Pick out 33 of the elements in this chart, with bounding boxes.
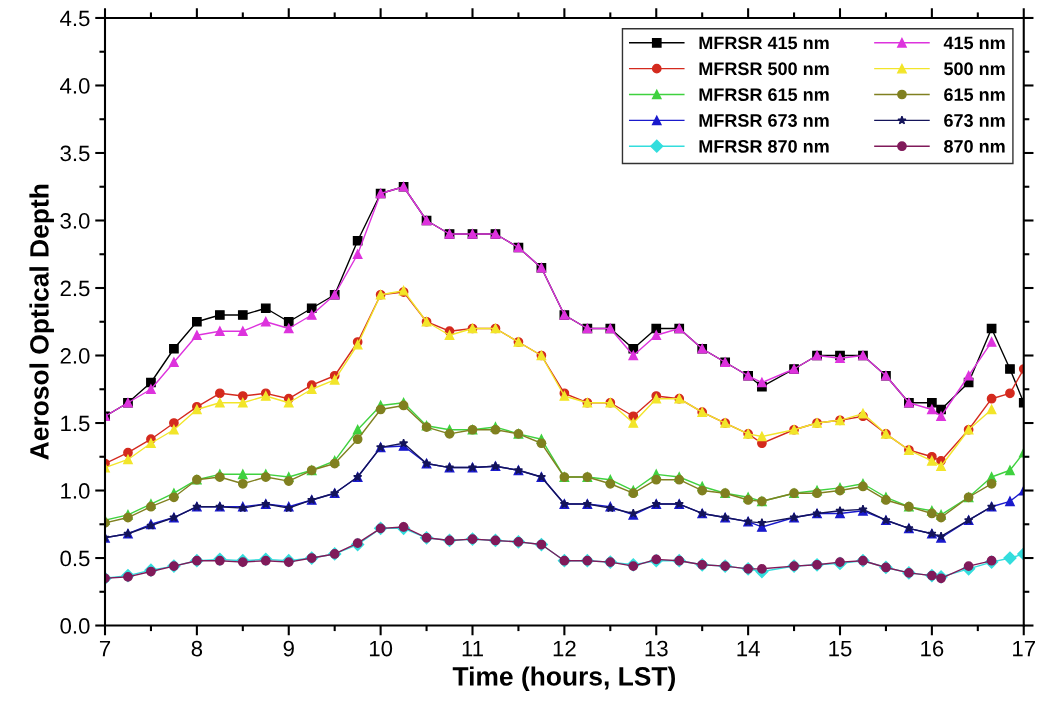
x-tick-label: 12 — [553, 640, 576, 657]
y-tick-label: 3.5 — [60, 145, 90, 162]
y-tick-label: 2.0 — [60, 348, 90, 364]
legend-label: MFRSR 500 nm — [699, 62, 829, 76]
y-tick-label: 3.0 — [60, 213, 90, 229]
legend-label: MFRSR 415 nm — [699, 36, 829, 50]
y-tick-label: 0.0 — [60, 618, 90, 634]
y-tick-label: 2.5 — [60, 280, 90, 297]
x-tick-label: 17 — [1013, 640, 1035, 657]
legend-label: 415 nm — [943, 36, 1005, 50]
y-axis-title: Aerosol Optical Depth — [29, 184, 54, 460]
y-tick-label: 0.5 — [60, 550, 90, 567]
x-tick-label: 8 — [191, 640, 203, 657]
x-tick-label: 10 — [369, 640, 393, 657]
y-tick-label: 1.5 — [61, 415, 90, 432]
legend-label: MFRSR 673 nm — [699, 114, 829, 127]
y-tick-label: 1.0 — [61, 483, 90, 499]
x-tick-label: 16 — [921, 640, 944, 657]
x-tick-label: 15 — [829, 640, 852, 657]
y-tick-label: 4.5 — [60, 10, 90, 27]
x-tick-label: 14 — [737, 640, 760, 657]
legend-label: MFRSR 615 nm — [699, 88, 829, 102]
x-axis-title: Time (hours, LST) — [452, 666, 675, 691]
x-tick-label: 11 — [462, 640, 483, 657]
y-tick-label: 4.0 — [60, 78, 90, 94]
x-tick-label: 9 — [283, 640, 294, 657]
legend-label: 500 nm — [944, 62, 1005, 76]
legend-label: 615 nm — [944, 88, 1005, 102]
legend-label: 673 nm — [944, 114, 1005, 127]
x-tick-label: 13 — [645, 640, 668, 657]
x-tick-label: 7 — [99, 640, 111, 657]
legend-label: MFRSR 870 nm — [699, 139, 829, 153]
legend-label: 870 nm — [944, 139, 1005, 153]
